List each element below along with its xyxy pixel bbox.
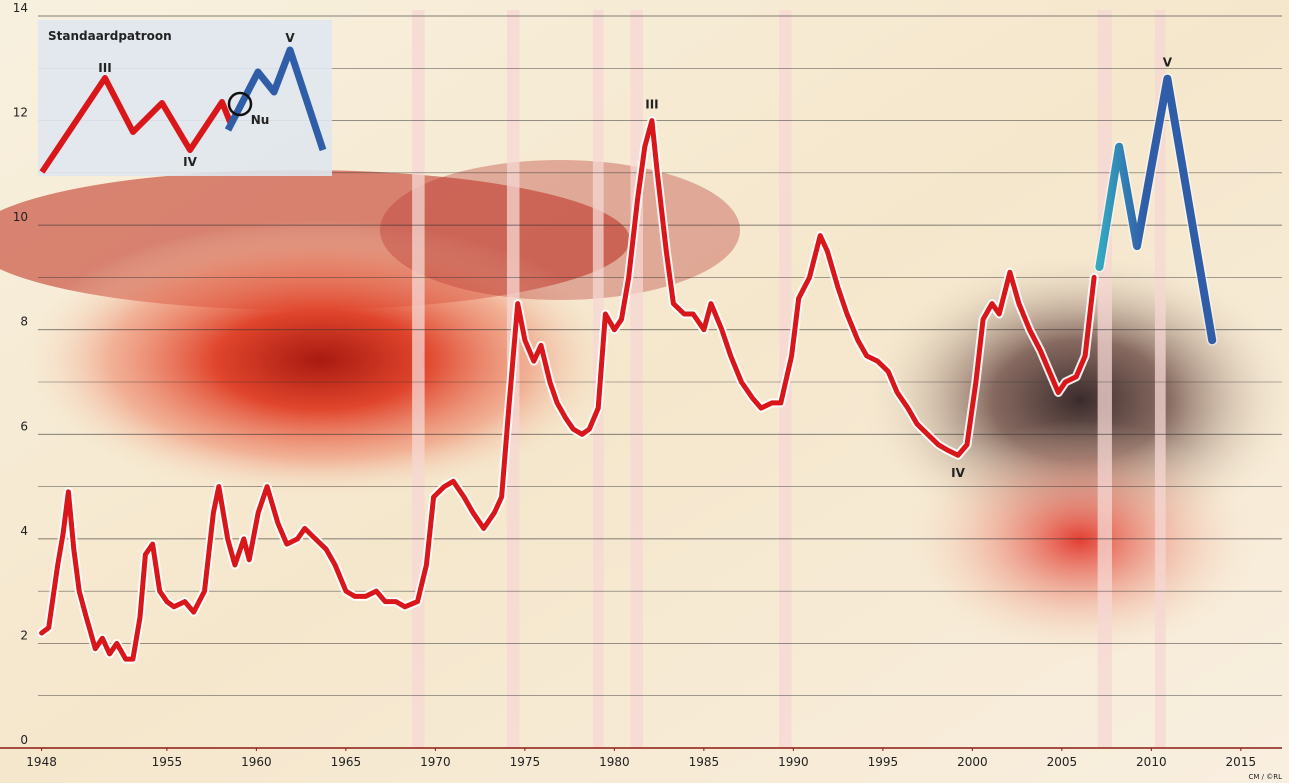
y-tick-label: 6: [20, 419, 28, 433]
y-tick-label: 14: [13, 1, 28, 15]
x-tick-label: 2015: [1226, 755, 1257, 769]
inset-label: V: [285, 31, 295, 45]
x-tick-label: 1960: [241, 755, 272, 769]
x-tick-label: 1965: [331, 755, 362, 769]
y-tick-label: 0: [20, 733, 28, 747]
inset-panel: [38, 20, 332, 176]
x-tick-label: 2005: [1047, 755, 1078, 769]
x-tick-label: 2010: [1136, 755, 1167, 769]
shaded-period: [1154, 10, 1166, 748]
x-tick-label: 1990: [778, 755, 809, 769]
x-tick-label: 1948: [26, 755, 57, 769]
line-series: [1095, 74, 1217, 345]
line-series: [39, 118, 1097, 662]
y-tick-label: 8: [20, 315, 28, 329]
annotation: III: [645, 98, 658, 112]
x-tick-label: 1985: [689, 755, 720, 769]
y-tick-label: 2: [20, 628, 28, 642]
x-tick-label: 1970: [420, 755, 451, 769]
inset-label: Nu: [251, 113, 270, 127]
photo-cheek: [900, 420, 1260, 660]
annotation: IV: [951, 466, 965, 480]
inset-label: IV: [183, 155, 197, 169]
x-tick-label: 1955: [152, 755, 183, 769]
credit: CM / ©RL: [1249, 773, 1283, 781]
y-tick-label: 4: [20, 524, 28, 538]
x-tick-label: 2000: [957, 755, 988, 769]
photo-brow: [380, 160, 740, 300]
inset-title: Standaardpatroon: [48, 29, 172, 43]
photo-eye: [20, 220, 620, 500]
inset-pattern-future: [224, 46, 327, 152]
inset-now-marker: [227, 91, 253, 117]
x-tick-label: 1975: [510, 755, 541, 769]
y-tick-label: 12: [13, 106, 28, 120]
shaded-period: [412, 10, 425, 748]
x-tick-label: 1995: [868, 755, 899, 769]
inset: Standaardpatroon III IV V Nu: [38, 20, 332, 176]
y-tick-label: 10: [13, 210, 28, 224]
inset-pattern-past: [39, 75, 233, 174]
annotation: V: [1163, 56, 1173, 70]
inset-label: III: [98, 61, 111, 75]
x-tick-label: 1980: [599, 755, 630, 769]
